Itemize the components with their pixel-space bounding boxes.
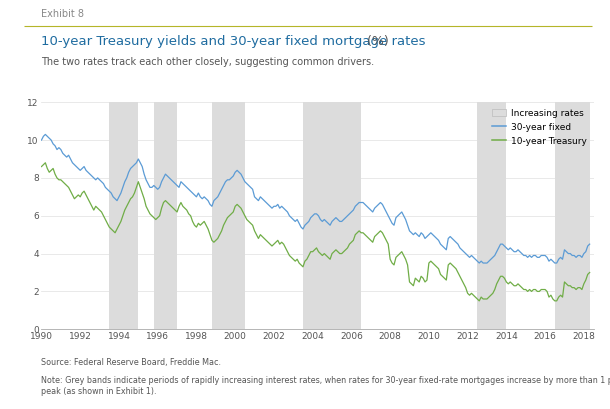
Bar — [109, 102, 138, 329]
Bar — [477, 102, 506, 329]
Text: The two rates track each other closely, suggesting common drivers.: The two rates track each other closely, … — [41, 57, 375, 67]
Bar — [212, 102, 245, 329]
Legend: Increasing rates, 30-year fixed, 10-year Treasury: Increasing rates, 30-year fixed, 10-year… — [490, 107, 589, 147]
Bar — [303, 102, 361, 329]
Bar — [154, 102, 177, 329]
Text: Note: Grey bands indicate periods of rapidly increasing interest rates, when rat: Note: Grey bands indicate periods of rap… — [41, 376, 610, 396]
Text: 10-year Treasury yields and 30-year fixed mortgage rates: 10-year Treasury yields and 30-year fixe… — [41, 35, 426, 48]
Bar — [554, 102, 590, 329]
Text: Exhibit 8: Exhibit 8 — [41, 9, 84, 19]
Text: Source: Federal Reserve Board, Freddie Mac.: Source: Federal Reserve Board, Freddie M… — [41, 358, 221, 367]
Text: (%): (%) — [363, 35, 389, 48]
